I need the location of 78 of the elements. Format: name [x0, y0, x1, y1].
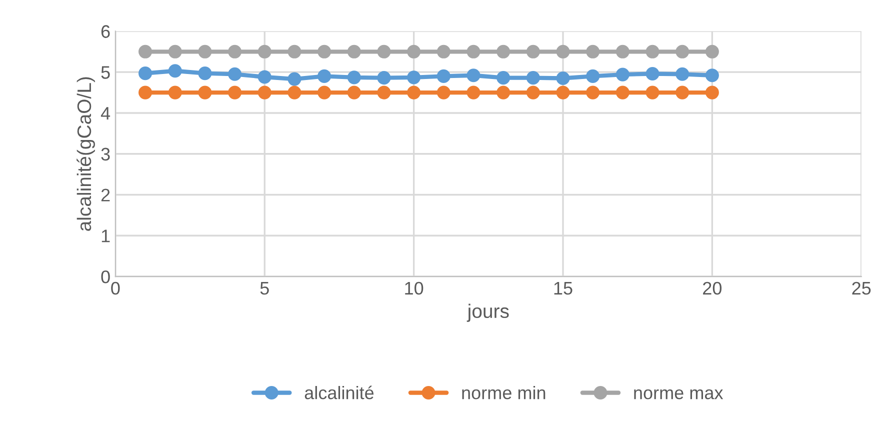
point — [556, 44, 570, 58]
point — [616, 44, 630, 58]
point — [496, 71, 510, 85]
x-tick-label: 25 — [852, 282, 871, 295]
point — [168, 86, 182, 100]
point — [705, 68, 719, 82]
point — [496, 86, 510, 100]
point — [258, 44, 272, 58]
point — [138, 66, 152, 80]
x-axis-title: jours — [466, 304, 509, 322]
legend-label: alcalinité — [304, 386, 374, 400]
y-tick-label: 5 — [101, 66, 110, 79]
point — [616, 86, 630, 100]
point — [436, 86, 450, 100]
point — [646, 86, 660, 100]
point — [228, 44, 242, 58]
point — [318, 44, 332, 58]
y-tick-label: 3 — [101, 148, 110, 161]
point — [258, 86, 272, 100]
legend-label: norme min — [462, 386, 546, 400]
point — [198, 44, 212, 58]
point — [526, 71, 540, 85]
x-tick-label: 5 — [260, 282, 269, 295]
point — [676, 86, 690, 100]
y-tick-label: 0 — [101, 270, 110, 284]
point — [705, 86, 719, 100]
legend-label: norme max — [634, 389, 724, 400]
point — [288, 72, 302, 86]
point — [646, 66, 660, 81]
point — [318, 69, 332, 83]
point — [556, 71, 570, 86]
point — [436, 69, 450, 83]
y-axis-title: alcalinité(gCaO/L) — [76, 77, 95, 231]
point — [586, 86, 600, 100]
point — [496, 44, 510, 58]
point — [138, 86, 152, 100]
point — [586, 44, 600, 58]
point — [705, 44, 719, 58]
point — [676, 67, 690, 81]
point — [138, 44, 152, 58]
point — [616, 68, 630, 82]
point — [347, 70, 361, 84]
point — [347, 86, 361, 100]
point — [377, 71, 391, 85]
point — [347, 44, 361, 58]
point — [466, 68, 480, 82]
point — [318, 86, 332, 100]
point — [556, 86, 570, 100]
point — [436, 44, 450, 58]
y-tick-label: 4 — [100, 107, 110, 120]
point — [258, 70, 272, 84]
y-tick-label: 2 — [101, 188, 110, 202]
point — [526, 86, 540, 100]
point — [377, 44, 391, 58]
point — [586, 69, 600, 83]
y-tick-label: 6 — [101, 25, 110, 38]
x-tick-label: 20 — [703, 282, 722, 295]
point — [228, 67, 242, 81]
y-tick-label: 1 — [102, 230, 110, 242]
point — [198, 66, 212, 80]
x-tick-label: 10 — [405, 282, 424, 295]
point — [288, 86, 302, 100]
point — [407, 70, 421, 84]
point — [466, 86, 480, 100]
point — [466, 44, 480, 58]
x-tick-label: 15 — [554, 282, 572, 295]
point — [377, 86, 391, 100]
point — [407, 86, 421, 100]
point — [407, 44, 421, 58]
point — [198, 86, 212, 100]
point — [168, 64, 182, 78]
x-tick-label: 0 — [111, 282, 120, 295]
point — [288, 44, 302, 58]
point — [168, 44, 182, 58]
point — [526, 44, 540, 58]
point — [676, 44, 690, 58]
point — [228, 86, 242, 100]
point — [646, 44, 660, 58]
